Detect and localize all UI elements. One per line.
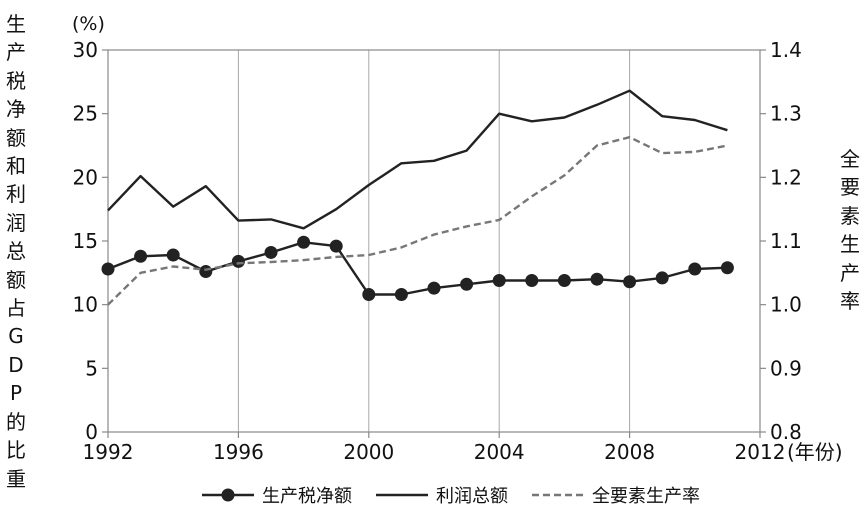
y-right-tick-label: 1.2 [770,165,802,189]
series-line-1 [107,89,728,230]
series-point-0 [166,248,180,262]
series-point-0 [655,271,669,285]
series-point-0 [557,273,571,287]
y-right-tick-label: 1.4 [770,38,802,62]
x-axis-title: (年份) [787,440,843,464]
y-axis-left-title: 生产税净额和利润总额占GDP的比重 [6,12,26,491]
y-right-tick-label: 0.8 [770,420,802,444]
series-point-0 [492,273,506,287]
y-right-tick-label: 1.0 [770,293,802,317]
y-left-tick-label: 10 [73,293,98,317]
series-point-0 [427,281,441,295]
x-tick-label: 1996 [213,440,264,464]
series-point-0 [231,254,245,268]
legend-item-tax: 生产税净额 [200,482,352,508]
y-axis-right-title: 全要素生产率 [840,147,860,314]
series-point-0 [720,261,734,275]
series-point-0 [688,262,702,276]
series-point-0 [623,275,637,289]
plot-frame [107,49,761,433]
y-left-tick-label: 5 [85,356,98,380]
legend-swatch-tfp [532,493,584,497]
series-point-0 [101,262,115,276]
legend-item-profit: 利润总额 [374,482,508,508]
y-left-tick-label: 30 [73,38,98,62]
legend-swatch-tax [202,488,254,502]
series-point-0 [297,235,311,249]
y-right-tick-label: 1.1 [770,229,802,253]
series-point-0 [590,272,604,286]
legend: 生产税净额 利润总额 全要素生产率 [200,482,722,508]
y-left-tick-label: 25 [73,102,98,126]
series-point-0 [329,239,343,253]
series-point-0 [264,245,278,259]
legend-item-tfp: 全要素生产率 [530,482,700,508]
legend-label-tfp: 全要素生产率 [592,486,700,507]
legend-swatch-profit [376,493,428,497]
x-tick-label: 1992 [83,440,134,464]
y-left-tick-label: 0 [85,420,98,444]
series-line-2 [107,135,728,306]
y-right-tick-label: 0.9 [770,356,802,380]
y-left-tick-label: 15 [73,229,98,253]
x-tick-label: 2012 [735,440,786,464]
legend-label-profit: 利润总额 [436,486,508,507]
series-point-0 [199,265,213,279]
x-tick-label: 2000 [343,440,394,464]
series-point-0 [394,287,408,301]
legend-label-tax: 生产税净额 [262,486,352,507]
y-right-tick-label: 1.3 [770,102,802,126]
y-left-tick-label: 20 [73,165,98,189]
x-tick-label: 2008 [604,440,655,464]
y-axis-left-unit: (%) [72,13,105,35]
series-point-0 [525,273,539,287]
series-point-0 [460,277,474,291]
x-tick-label: 2004 [474,440,525,464]
series-point-0 [134,249,148,263]
series-point-0 [362,287,376,301]
